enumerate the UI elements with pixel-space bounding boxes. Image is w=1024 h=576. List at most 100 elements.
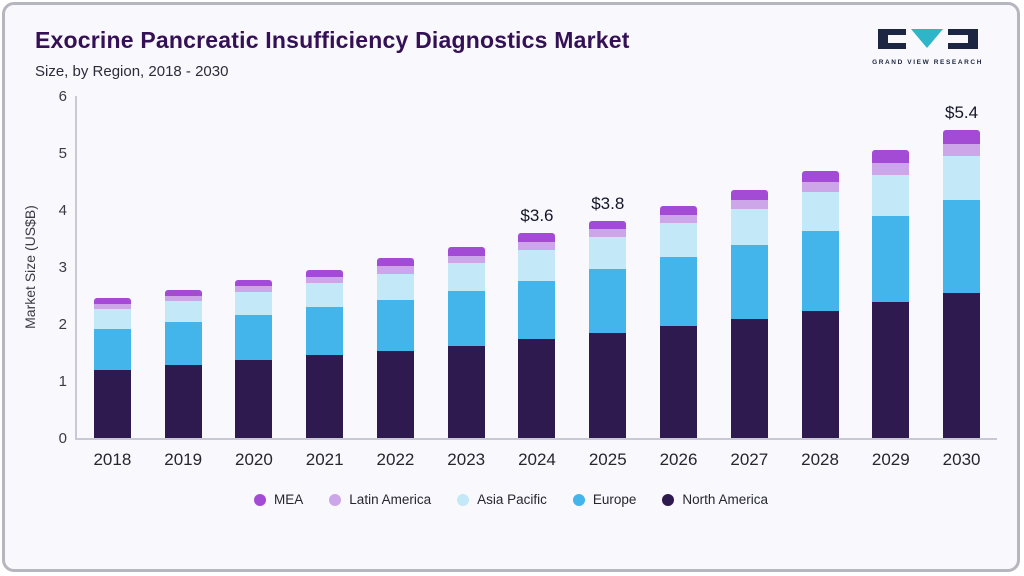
bar-segment-north-america <box>235 359 273 438</box>
bar-segment-asia-pacific <box>306 282 344 307</box>
x-tick-label: 2022 <box>376 450 415 469</box>
bar-segment-north-america <box>943 292 981 438</box>
bar-segment-europe <box>589 269 627 334</box>
bar-segment-latin-america <box>730 199 768 209</box>
x-tick-label: 2024 <box>518 450 556 469</box>
gvr-logo-text: GRAND VIEW RESEARCH <box>872 59 983 66</box>
bar-segment-north-america <box>660 325 697 438</box>
bar-segment-asia-pacific <box>660 223 697 258</box>
bar-segment-europe <box>801 231 839 311</box>
legend-swatch <box>662 493 675 506</box>
legend-item-latin-america: Latin America <box>329 492 431 507</box>
bar-segment-north-america <box>518 339 556 438</box>
x-tick-label: 2025 <box>588 450 627 469</box>
bar-segment-asia-pacific <box>235 292 273 315</box>
y-axis-ticks: 0 1 2 3 4 5 6 <box>43 88 75 447</box>
bar-2029 <box>872 150 910 438</box>
bar-2026 <box>660 206 697 438</box>
bar-segment-asia-pacific <box>730 208 768 246</box>
bar-segment-mea <box>376 258 414 267</box>
bar-slot: $3.6 <box>502 96 573 438</box>
x-tick-label: 2020 <box>235 450 273 469</box>
y-tick-label: 0 <box>58 430 67 447</box>
page-subtitle: Size, by Region, 2018 - 2030 <box>35 63 229 80</box>
bar-2024: $3.6 <box>518 206 556 438</box>
bar-2027 <box>730 190 768 438</box>
y-tick-label: 5 <box>58 145 67 162</box>
y-axis-title-wrap: Market Size (US$B) <box>17 96 43 438</box>
bar-segment-latin-america <box>801 182 839 193</box>
bar-segment-north-america <box>801 310 839 438</box>
bar-total-label: $3.6 <box>520 206 554 226</box>
bar-slot <box>289 96 360 438</box>
bar-segment-asia-pacific <box>589 237 627 270</box>
legend-item-europe: Europe <box>572 492 636 507</box>
bar-segment-north-america <box>376 350 414 438</box>
bar-2021 <box>306 269 344 438</box>
bar-total-label: $5.4 <box>945 103 979 123</box>
legend: MEA Latin America Asia Pacific Europe North … <box>5 492 1017 507</box>
bar-segment-europe <box>447 290 485 346</box>
legend-swatch <box>254 493 267 506</box>
bar-segment-latin-america <box>93 304 131 310</box>
x-tick-label: 2018 <box>93 450 132 469</box>
bar-slot: $5.4 <box>926 96 997 438</box>
legend-item-mea: MEA <box>254 492 303 507</box>
bar-segment-mea <box>235 279 273 287</box>
page-title: Exocrine Pancreatic Insufficiency Diagno… <box>35 27 630 53</box>
bar-slot <box>643 96 714 438</box>
plot-area: $3.6 $3.8 $5.4 <box>75 96 997 440</box>
legend-label: MEA <box>274 492 304 507</box>
x-tick-label: 2026 <box>659 450 698 469</box>
bars-container: $3.6 $3.8 $5.4 <box>77 96 997 438</box>
y-tick-label: 2 <box>58 316 67 333</box>
bar-segment-north-america <box>447 345 485 438</box>
bar-segment-latin-america <box>872 163 910 175</box>
legend-swatch <box>457 493 470 506</box>
x-tick-label: 2021 <box>305 450 344 469</box>
bar-segment-latin-america <box>376 266 414 274</box>
legend-swatch <box>329 493 342 506</box>
x-axis-ticks: 2018 2019 2020 2021 2022 2023 2024 2025 2026 2027… <box>77 450 997 470</box>
bar-segment-europe <box>872 215 910 303</box>
bar-segment-latin-america <box>589 229 627 238</box>
bar-segment-latin-america <box>164 295 202 302</box>
x-tick-label: 2019 <box>164 450 203 469</box>
bar-segment-europe <box>376 299 414 351</box>
bar-2025: $3.8 <box>589 194 627 438</box>
bar-segment-mea <box>943 130 981 144</box>
bar-2018 <box>93 298 131 438</box>
bar-segment-asia-pacific <box>376 273 414 300</box>
bar-2022 <box>376 258 414 438</box>
bar-segment-mea <box>518 233 556 242</box>
bar-segment-europe <box>93 328 131 370</box>
bar-total-label: $3.8 <box>591 194 625 214</box>
bar-segment-north-america <box>306 355 344 438</box>
header: Exocrine Pancreatic Insufficiency Diagno… <box>5 5 1017 80</box>
bar-2023 <box>447 247 485 438</box>
bar-segment-latin-america <box>447 255 485 264</box>
bar-slot <box>714 96 785 438</box>
bar-2020 <box>235 279 273 438</box>
bar-segment-latin-america <box>306 276 344 283</box>
x-tick-label: 2028 <box>801 450 839 469</box>
bar-segment-latin-america <box>943 143 981 157</box>
bar-segment-latin-america <box>660 214 697 224</box>
bar-segment-north-america <box>730 319 768 438</box>
gvr-logo: GRAND VIEW RESEARCH <box>872 27 983 66</box>
header-titles: Exocrine Pancreatic Insufficiency Diagno… <box>35 27 630 80</box>
bar-segment-asia-pacific <box>164 301 202 323</box>
bar-segment-latin-america <box>518 241 556 250</box>
y-tick-label: 6 <box>58 88 67 105</box>
bar-segment-latin-america <box>235 286 273 293</box>
x-tick-label: 2023 <box>447 450 486 469</box>
bar-segment-mea <box>730 190 768 200</box>
bar-2028 <box>801 171 839 438</box>
bar-slot <box>148 96 219 438</box>
bar-segment-asia-pacific <box>518 249 556 281</box>
bar-segment-mea <box>801 171 839 183</box>
y-tick-label: 1 <box>58 373 67 390</box>
y-axis-title: Market Size (US$B) <box>22 205 39 329</box>
bar-segment-mea <box>872 150 910 164</box>
legend-swatch <box>572 493 585 506</box>
